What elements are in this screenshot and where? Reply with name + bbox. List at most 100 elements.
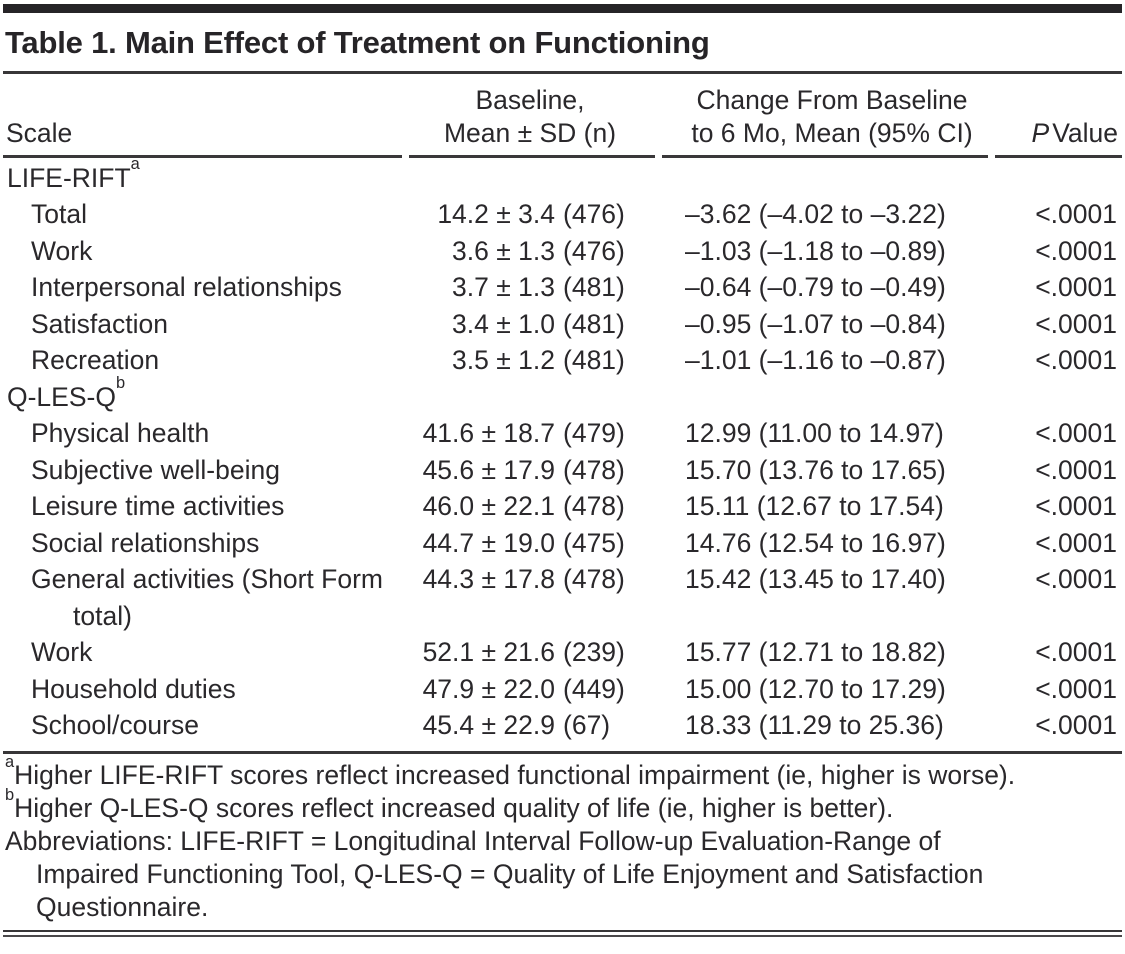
cell-baseline: 3.4 ± 1.0 (481) [405,306,655,343]
table-row: Leisure time activities 46.0 ± 22.1 (478)… [3,488,1122,525]
cell-baseline: 45.4 ± 22.9 (67) [405,707,655,744]
table-row: General activities (Short Form total) 44… [3,561,1122,634]
header-pvalue-p: P [1031,118,1050,148]
baseline-n: (449) [563,673,625,704]
cell-baseline: 3.6 ± 1.3 (476) [405,233,655,270]
bottom-double-rule [3,929,1122,937]
baseline-mean-sd: 3.6 ± 1.3 [452,235,555,266]
cell-change: –1.03 (–1.18 to –0.89) [685,235,946,266]
baseline-mean-sd: 3.7 ± 1.3 [452,272,555,302]
row-label: Recreation [31,345,160,375]
baseline-n: (478) [563,491,625,521]
table-row: Interpersonal relationships 3.7 ± 1.3 (48… [3,269,1122,306]
table-bottom-rule [3,750,1122,754]
row-label: Work [31,637,93,667]
cell-pvalue: <.0001 [1035,673,1117,704]
cell-change: 15.42 (13.45 to 17.40) [685,564,946,594]
header-change-line1: Change From Baseline [696,85,968,115]
table-body: LIFE-RIFTa Total 14.2 ± 3.4 (476) –3.62 (… [3,155,1122,744]
cell-pvalue: <.0001 [1035,272,1117,302]
baseline-mean-sd: 45.4 ± 22.9 [422,710,555,740]
row-label: Social relationships [31,527,260,558]
baseline-n: (239) [563,637,625,667]
cell-change: 12.99 (11.00 to 14.97) [685,418,944,448]
baseline-mean-sd: 44.7 ± 19.0 [422,527,555,558]
header-baseline: Baseline, Mean ± SD (n) [405,84,655,150]
header-baseline-line1: Baseline, [475,85,585,115]
title-rule [3,71,1122,74]
baseline-mean-sd: 52.1 ± 21.6 [422,637,555,667]
footnote-abbr-line3: Questionnaire. [36,891,209,922]
section-label: LIFE-RIFTa [7,155,140,193]
baseline-n: (476) [563,235,625,266]
header-pvalue-rest: Value [1052,118,1118,148]
footnote-marker: b [115,374,126,393]
cell-pvalue: <.0001 [1035,527,1117,558]
footnote-marker: a [130,155,140,174]
table-row: Social relationships 44.7 ± 19.0 (475) 14… [3,525,1122,562]
baseline-n: (481) [563,308,625,339]
cell-change: 15.00 (12.70 to 17.29) [685,673,946,704]
cell-change: 15.70 (13.76 to 17.65) [685,454,946,485]
cell-pvalue: <.0001 [1035,564,1117,594]
cell-pvalue: <.0001 [1035,491,1117,521]
baseline-mean-sd: 45.6 ± 17.9 [422,454,555,485]
baseline-mean-sd: 47.9 ± 22.0 [422,673,555,704]
cell-pvalue: <.0001 [1035,418,1117,448]
table-row: School/course 45.4 ± 22.9 (67) 18.33 (11.… [3,707,1122,744]
baseline-n: (479) [563,418,625,448]
baseline-mean-sd: 41.6 ± 18.7 [422,418,555,448]
table-title: Table 1. Main Effect of Treatment on Fun… [5,25,710,60]
cell-pvalue: <.0001 [1035,710,1117,740]
header-scale: Scale [6,118,73,148]
table-row: Household duties 47.9 ± 22.0 (449) 15.00 … [3,671,1122,708]
table-row: Total 14.2 ± 3.4 (476) –3.62 (–4.02 to –3… [3,196,1122,233]
row-label: Work [31,235,93,266]
cell-change: 15.11 (12.67 to 17.54) [685,491,944,521]
footnote-a-marker: a [5,753,15,772]
cell-baseline: 3.7 ± 1.3 (481) [405,269,655,306]
table-row: Physical health 41.6 ± 18.7 (479) 12.99 (… [3,415,1122,452]
table-row: Recreation 3.5 ± 1.2 (481) –1.01 (–1.16 t… [3,342,1122,379]
baseline-n: (475) [563,527,625,558]
cell-pvalue: <.0001 [1035,345,1117,375]
header-baseline-line2: Mean ± SD (n) [443,118,617,148]
cell-change: –1.01 (–1.16 to –0.87) [685,345,946,375]
cell-pvalue: <.0001 [1035,308,1117,339]
baseline-n: (478) [563,564,625,594]
header-change: Change From Baseline to 6 Mo, Mean (95% … [655,84,985,150]
row-label: Interpersonal relationships [31,272,342,302]
row-label: Satisfaction [31,308,168,339]
footnote-abbr-line1: Abbreviations: LIFE-RIFT = Longitudinal … [5,825,941,856]
cell-baseline: 14.2 ± 3.4 (476) [405,196,655,233]
cell-pvalue: <.0001 [1035,637,1117,667]
footnote-b-marker: b [5,786,15,805]
row-label: Physical health [31,418,210,448]
cell-pvalue: <.0001 [1035,199,1117,229]
row-label: Total [31,199,87,229]
section-label: Q-LES-Qb [7,374,126,412]
table-row: Work 3.6 ± 1.3 (476) –1.03 (–1.18 to –0.8… [3,233,1122,270]
baseline-mean-sd: 44.3 ± 17.8 [422,564,555,594]
footnote-abbr-line2: Impaired Functioning Tool, Q-LES-Q = Qua… [36,858,984,889]
footnote-a: aHigher LIFE-RIFT scores reflect increas… [5,754,1120,792]
cell-change: 15.77 (12.71 to 18.82) [685,637,946,667]
row-label: General activities (Short Form total) [31,564,383,631]
footnote-b-text: Higher Q-LES-Q scores reflect increased … [14,792,894,823]
header-change-line2: to 6 Mo, Mean (95% CI) [691,118,973,148]
cell-baseline: 45.6 ± 17.9 (478) [405,452,655,489]
baseline-n: (481) [563,345,625,375]
cell-pvalue: <.0001 [1035,235,1117,266]
cell-change: 18.33 (11.29 to 25.36) [685,710,944,740]
top-thick-rule [3,4,1122,13]
baseline-n: (478) [563,454,625,485]
cell-baseline: 41.6 ± 18.7 (479) [405,415,655,452]
cell-baseline: 46.0 ± 22.1 (478) [405,488,655,525]
baseline-mean-sd: 46.0 ± 22.1 [422,491,555,521]
cell-change: 14.76 (12.54 to 16.97) [685,527,946,558]
cell-change: –3.62 (–4.02 to –3.22) [685,199,946,229]
table-row: Work 52.1 ± 21.6 (239) 15.77 (12.71 to 18… [3,634,1122,671]
cell-baseline: 47.9 ± 22.0 (449) [405,671,655,708]
cell-change: –0.64 (–0.79 to –0.49) [685,272,946,302]
